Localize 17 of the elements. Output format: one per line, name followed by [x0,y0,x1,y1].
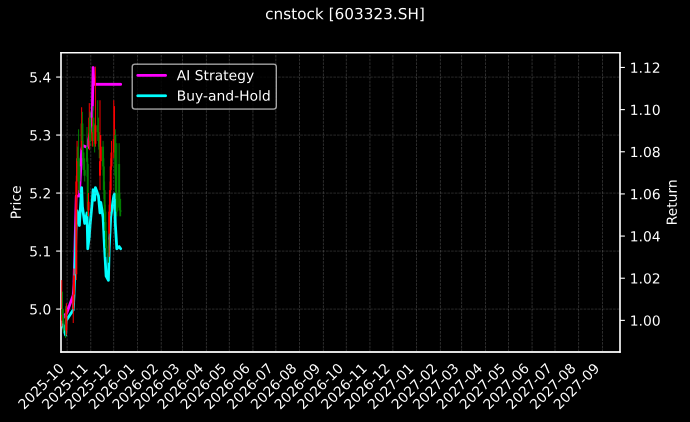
y-axis-title: Price [10,186,21,218]
y2-tick-label: 1.04 [631,231,660,242]
y-tick-label: 5.4 [30,72,50,83]
y2-axis-title: Return [666,180,677,224]
y-tick-label: 5.3 [30,130,50,141]
y-tick-label: 5.1 [30,246,50,257]
y-tick-label: 5.0 [30,304,50,315]
chart-title: cnstock [603323.SH] [266,8,424,22]
y2-tick-label: 1.06 [631,188,660,200]
y2-tick-label: 1.10 [631,104,660,116]
y-tick-label: 5.2 [30,188,50,199]
y2-tick-label: 1.08 [631,146,660,158]
y2-tick-label: 1.02 [631,273,660,284]
legend-label: AI Strategy [176,70,254,84]
y2-tick-label: 1.12 [631,62,660,73]
legend-label: Buy-and-Hold [178,90,270,104]
y2-tick-label: 1.00 [631,315,660,326]
